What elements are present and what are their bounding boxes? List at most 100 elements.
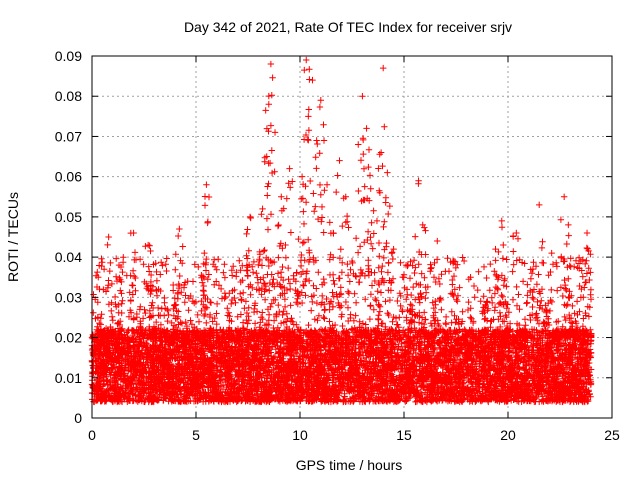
data-point: [442, 342, 449, 349]
data-point: [373, 217, 381, 225]
x-tick-label: 25: [604, 427, 620, 443]
data-point: [336, 157, 343, 164]
spike-cluster: [465, 276, 478, 327]
data-point: [367, 185, 374, 192]
data-point: [498, 217, 505, 225]
spike-cluster: [301, 127, 315, 300]
spike-cluster: [400, 271, 412, 340]
spike-cluster: [181, 279, 194, 332]
plot-frame: [91, 55, 613, 419]
spike-cluster: [352, 157, 365, 331]
spike-cluster: [380, 199, 393, 337]
spike-cluster: [243, 214, 256, 292]
spike-cluster: [172, 232, 186, 327]
spike-cluster: [153, 287, 164, 332]
spike-cluster: [283, 178, 296, 317]
data-point: [95, 274, 102, 281]
data-point: [298, 173, 306, 180]
spike-cluster: [456, 320, 469, 340]
spike-cluster: [320, 219, 334, 341]
spike-cluster: [278, 254, 292, 337]
spike-cluster: [562, 232, 573, 340]
chart-title: Day 342 of 2021, Rate Of TEC Index for r…: [184, 19, 512, 35]
spike-cluster: [422, 330, 436, 341]
spike-cluster: [532, 238, 546, 327]
spike-cluster: [310, 140, 324, 341]
data-point: [380, 64, 387, 72]
data-point: [259, 205, 266, 213]
data-point: [554, 346, 562, 353]
y-tick-label: 0.09: [55, 48, 82, 64]
spike-cluster: [509, 232, 523, 327]
data-point: [246, 213, 254, 221]
spike-cluster: [495, 224, 508, 341]
spike-cluster: [161, 334, 173, 341]
data-point: [176, 225, 183, 233]
spike-cluster: [432, 256, 443, 330]
spike-cluster: [214, 334, 228, 341]
spike-cluster: [291, 286, 302, 341]
data-point: [217, 366, 225, 373]
spike-cluster: [106, 327, 120, 340]
data-point: [192, 362, 200, 369]
spike-cluster: [539, 305, 552, 335]
data-point: [242, 298, 250, 305]
data-point: [115, 261, 123, 269]
spike-cluster: [190, 334, 201, 341]
data-point: [419, 221, 426, 229]
spike-cluster: [472, 334, 486, 341]
data-point: [201, 249, 208, 257]
data-point: [292, 278, 300, 285]
data-point: [313, 137, 320, 144]
spike-cluster: [206, 325, 217, 339]
spike-cluster: [490, 248, 502, 341]
spike-cluster: [416, 224, 430, 333]
data-point: [536, 201, 543, 209]
spike-cluster: [504, 326, 516, 341]
data-point: [475, 354, 483, 361]
y-tick-label: 0.01: [55, 370, 82, 386]
data-point: [144, 241, 152, 249]
spike-cluster: [306, 154, 319, 337]
data-point: [105, 233, 112, 241]
spike-cluster: [375, 162, 388, 323]
spike-cluster: [174, 334, 188, 341]
spike-cluster: [299, 66, 313, 335]
data-point: [303, 56, 310, 64]
data-point: [402, 261, 410, 269]
spike-cluster: [376, 123, 390, 285]
y-tick-label: 0.04: [55, 249, 82, 265]
spike-cluster: [256, 211, 270, 333]
data-point: [434, 237, 441, 245]
spike-cluster: [519, 334, 531, 341]
spike-cluster: [370, 264, 382, 338]
spike-cluster: [268, 147, 282, 340]
spike-cluster: [364, 195, 377, 279]
y-tick-label: 0.08: [55, 88, 82, 104]
spike-cluster: [393, 292, 407, 341]
spike-cluster: [250, 279, 263, 338]
data-point: [384, 169, 391, 176]
data-point: [355, 141, 362, 148]
data-point: [359, 93, 366, 100]
data-point: [163, 370, 171, 377]
x-tick-labels: 0 5 10 15 20 25: [88, 427, 620, 443]
data-point: [209, 318, 216, 325]
data-point: [267, 60, 275, 68]
spike-cluster: [314, 103, 328, 306]
data-point: [484, 298, 491, 305]
data-point: [565, 221, 572, 229]
spike-cluster: [581, 244, 594, 339]
axes: [91, 55, 613, 419]
data-point: [149, 354, 156, 361]
y-tick-label: 0.05: [55, 209, 82, 225]
y-axis-label: ROTI / TECUs: [5, 192, 21, 282]
data-point: [282, 241, 289, 249]
y-tick-labels: 0 0.01 0.02 0.03 0.04 0.05 0.06 0.07 0.08 0.09: [55, 48, 82, 426]
data-point: [203, 181, 210, 188]
data-point: [390, 245, 397, 253]
y-tick-label: 0.07: [55, 128, 82, 144]
data-point: [265, 101, 272, 108]
spike-cluster: [498, 292, 510, 325]
